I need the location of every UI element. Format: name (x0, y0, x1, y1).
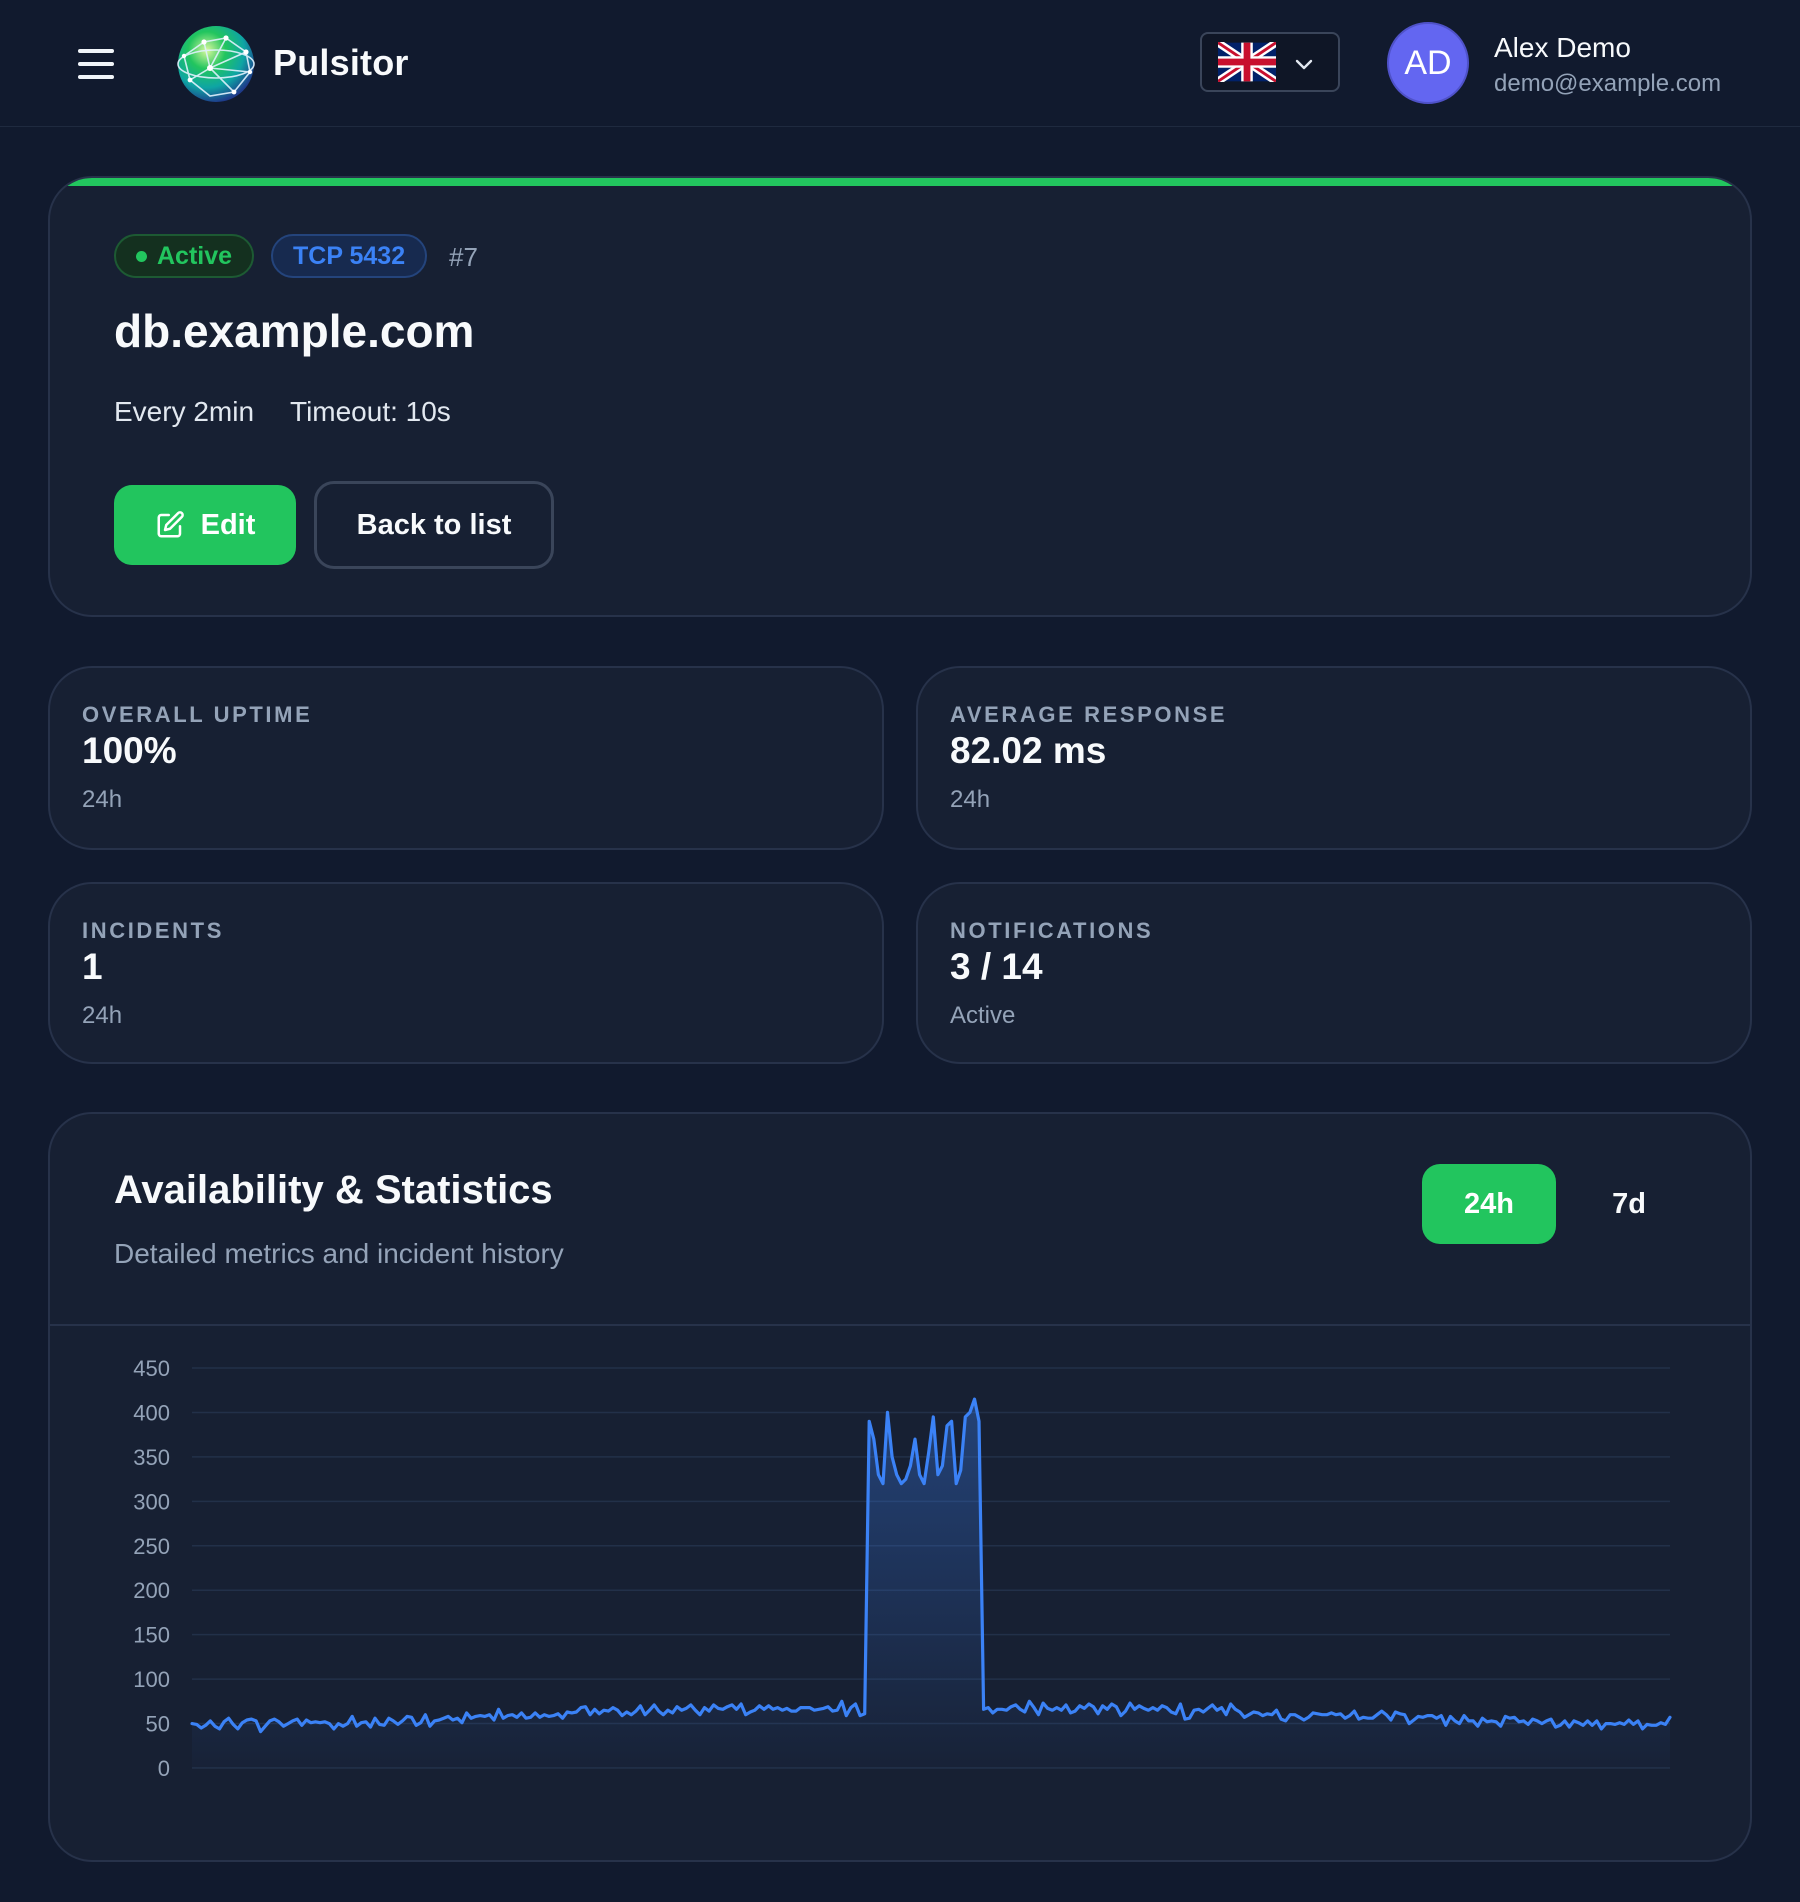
availability-subtitle: Detailed metrics and incident history (114, 1238, 564, 1269)
check-timeout: Timeout: 10s (290, 396, 451, 427)
stat-label: AVERAGE RESPONSE (950, 702, 1228, 727)
monitor-summary-card: Active TCP 5432 #7 db.example.com Every … (48, 176, 1752, 617)
availability-card: Availability & Statistics Detailed metri… (48, 1112, 1752, 1862)
y-tick-label: 350 (133, 1445, 170, 1470)
brand-name[interactable]: Pulsitor (273, 42, 409, 83)
stat-card-incidents: INCIDENTS 1 24h (48, 882, 884, 1064)
hamburger-menu-icon[interactable] (72, 44, 120, 84)
y-tick-label: 400 (133, 1400, 170, 1425)
monitor-id: #7 (449, 242, 478, 272)
y-tick-label: 50 (146, 1712, 170, 1737)
stat-card-uptime: OVERALL UPTIME 100% 24h (48, 666, 884, 850)
stat-value: 100% (82, 730, 177, 771)
stat-label: NOTIFICATIONS (950, 918, 1154, 943)
user-email: demo@example.com (1494, 70, 1722, 97)
range-7d-button[interactable]: 7d (1612, 1187, 1646, 1220)
stat-period: 24h (82, 1002, 123, 1029)
stat-period: Active (950, 1002, 1016, 1029)
stat-value: 1 (82, 946, 103, 987)
series-line (190, 1397, 1672, 1734)
y-tick-label: 150 (133, 1623, 170, 1648)
status-dot-icon (136, 250, 147, 262)
range-24h-button[interactable]: 24h (1422, 1164, 1556, 1244)
language-selector[interactable] (1200, 32, 1340, 92)
monitor-hostname: db.example.com (114, 305, 475, 357)
stat-card-notifications: NOTIFICATIONS 3 / 14 Active (916, 882, 1752, 1064)
status-badge-label: Active (157, 241, 233, 270)
y-tick-label: 450 (133, 1356, 170, 1381)
response-time-chart[interactable]: 450 400 350 300 250 200 150 100 50 0 (50, 1326, 1750, 1846)
stat-label: INCIDENTS (82, 918, 224, 943)
user-avatar[interactable]: AD (1387, 22, 1469, 104)
uk-flag-icon (1218, 42, 1276, 82)
stat-value: 3 / 14 (950, 946, 1043, 987)
stat-card-response: AVERAGE RESPONSE 82.02 ms 24h (916, 666, 1752, 850)
y-tick-label: 100 (133, 1667, 170, 1692)
user-name: Alex Demo (1494, 32, 1631, 63)
stat-period: 24h (82, 786, 123, 813)
chevron-down-icon (1295, 59, 1313, 70)
edit-button[interactable]: Edit (114, 485, 296, 565)
stat-period: 24h (950, 786, 991, 813)
status-badge: Active (114, 234, 255, 278)
stat-value: 82.02 ms (950, 730, 1107, 771)
back-to-list-button[interactable]: Back to list (314, 481, 554, 569)
protocol-badge: TCP 5432 (271, 234, 428, 278)
card-divider (50, 1324, 1750, 1326)
y-tick-label: 0 (158, 1756, 170, 1781)
top-bar: Pulsitor AD Alex Demo demo@example.com (0, 0, 1800, 127)
availability-title: Availability & Statistics (114, 1168, 553, 1212)
edit-button-label: Edit (200, 508, 256, 541)
check-interval: Every 2min (114, 396, 255, 427)
pulsitor-globe-logo (177, 26, 255, 102)
y-tick-label: 300 (133, 1489, 170, 1514)
stat-label: OVERALL UPTIME (82, 702, 313, 727)
edit-icon (157, 511, 184, 538)
status-accent-bar (50, 178, 1750, 186)
y-tick-label: 200 (133, 1578, 170, 1603)
series-area (192, 1399, 1670, 1768)
y-tick-label: 250 (133, 1534, 170, 1559)
